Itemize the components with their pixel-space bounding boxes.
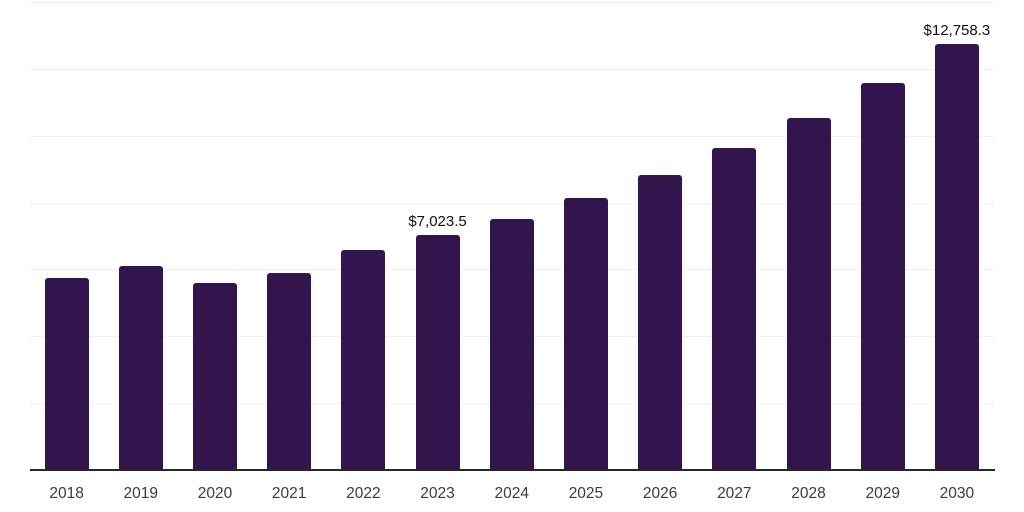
- bar-2020: [192, 282, 237, 470]
- bar-2028: [786, 117, 831, 470]
- x-tick-label-2026: 2026: [642, 485, 678, 502]
- x-tick-label-2020: 2020: [197, 485, 233, 502]
- bar-2022: [341, 250, 386, 470]
- x-tick-label-2028: 2028: [791, 485, 826, 502]
- bar-value-label-2030: $12,758.3: [923, 21, 991, 39]
- x-tick-label-2021: 2021: [271, 485, 307, 502]
- gridline: [29, 202, 994, 204]
- gridline: [29, 68, 994, 70]
- gridline: [29, 2, 994, 3]
- bar-2021: [267, 273, 312, 470]
- bar-2023: [415, 235, 460, 470]
- bar-2025: [563, 197, 608, 470]
- x-tick-label-2029: 2029: [865, 485, 900, 502]
- x-tick-label-2018: 2018: [49, 485, 84, 502]
- x-tick-label-2030: 2030: [939, 485, 975, 502]
- x-tick-label-2022: 2022: [346, 485, 381, 502]
- bar-2029: [860, 83, 905, 470]
- x-tick-label-2027: 2027: [717, 485, 752, 502]
- x-tick-label-2019: 2019: [123, 485, 159, 502]
- bar-2024: [489, 218, 534, 470]
- bar-2018: [44, 278, 89, 470]
- x-tick-label-2024: 2024: [494, 485, 529, 502]
- bar-2027: [712, 147, 757, 470]
- x-tick-label-2025: 2025: [568, 485, 604, 502]
- x-axis-line: [29, 469, 995, 471]
- x-tick-label-2023: 2023: [420, 485, 455, 502]
- bar-2030: [934, 43, 979, 470]
- bar-2019: [118, 265, 163, 470]
- bar-value-label-2023: $7,023.5: [408, 213, 467, 231]
- bar-2026: [638, 174, 683, 470]
- gridline: [29, 135, 994, 137]
